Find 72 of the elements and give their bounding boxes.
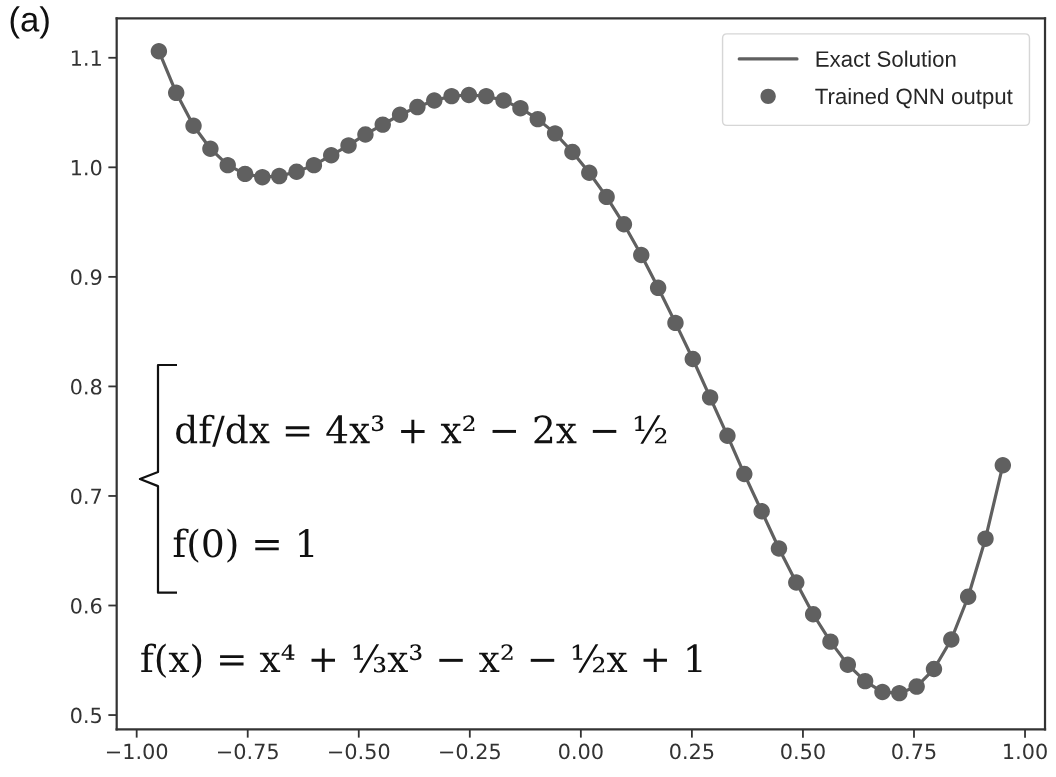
annotation: f(0) = 1: [173, 528, 314, 563]
point: [357, 126, 374, 143]
point: [908, 678, 925, 695]
point: [804, 606, 822, 623]
x-tick-label: −0.50: [329, 743, 390, 760]
point: [822, 633, 839, 650]
point: [564, 143, 581, 161]
y-tick-label: 1.0: [71, 159, 102, 176]
point: [994, 457, 1012, 474]
point: [305, 156, 323, 174]
point: [340, 137, 357, 154]
legend-label: Trained QNN output: [815, 87, 1013, 109]
point: [925, 660, 943, 678]
point: [633, 246, 650, 264]
x-tick-label: −0.75: [218, 743, 278, 760]
point: [391, 106, 409, 123]
annotation: df/dx = 4x³ + x² − 2x − ½: [176, 414, 667, 447]
point: [495, 92, 512, 109]
point: [719, 427, 736, 444]
point: [374, 116, 391, 133]
point: [167, 84, 185, 102]
point: [271, 167, 288, 185]
x-tick-label: 0.75: [892, 743, 936, 760]
point: [288, 163, 305, 180]
x-tick-label: 1.00: [1004, 743, 1047, 760]
x-tick-label: 0.50: [781, 743, 825, 760]
y-tick-label: 0.5: [71, 707, 101, 724]
y-tick-label: 0.9: [71, 269, 102, 286]
point: [736, 465, 753, 483]
x-tick-label: −0.25: [440, 743, 500, 760]
point: [788, 574, 805, 591]
point: [409, 98, 426, 116]
point: [770, 540, 788, 557]
point: [667, 314, 684, 332]
annotation: f(x) = x⁴ + ⅓x³ − x² − ½x + 1: [141, 643, 702, 678]
point: [512, 99, 529, 117]
point: [839, 656, 857, 673]
point: [649, 279, 667, 297]
point: [684, 350, 701, 368]
point: [443, 87, 460, 105]
point: [546, 125, 564, 142]
point: [202, 140, 219, 157]
x-tick-label: −1.00: [106, 743, 168, 760]
point: [581, 164, 598, 182]
y-tick-label: 1.1: [71, 50, 101, 66]
point: [891, 684, 908, 702]
point: [874, 683, 891, 701]
point: [219, 156, 236, 174]
point: [460, 86, 478, 104]
y-tick-label: 0.7: [71, 488, 102, 505]
point: [615, 216, 633, 233]
point: [753, 503, 770, 520]
point: [478, 87, 495, 105]
point: [959, 588, 977, 605]
legend-label: Exact Solution: [816, 50, 956, 67]
point: [529, 110, 546, 128]
point: [943, 631, 960, 648]
point: [701, 389, 719, 406]
point: [323, 147, 340, 164]
point: [185, 117, 202, 134]
point: [598, 188, 615, 206]
y-tick-label: 0.6: [71, 597, 102, 614]
x-tick-label: 0.25: [670, 743, 714, 760]
y-tick-label: 0.8: [71, 378, 102, 395]
x-tick-label: 0.00: [559, 743, 603, 760]
text: (a): [10, 6, 49, 39]
point: [856, 672, 874, 690]
point: [977, 530, 994, 547]
point: [150, 42, 168, 60]
point: [426, 92, 443, 109]
point: [254, 168, 271, 186]
point: [236, 165, 254, 183]
